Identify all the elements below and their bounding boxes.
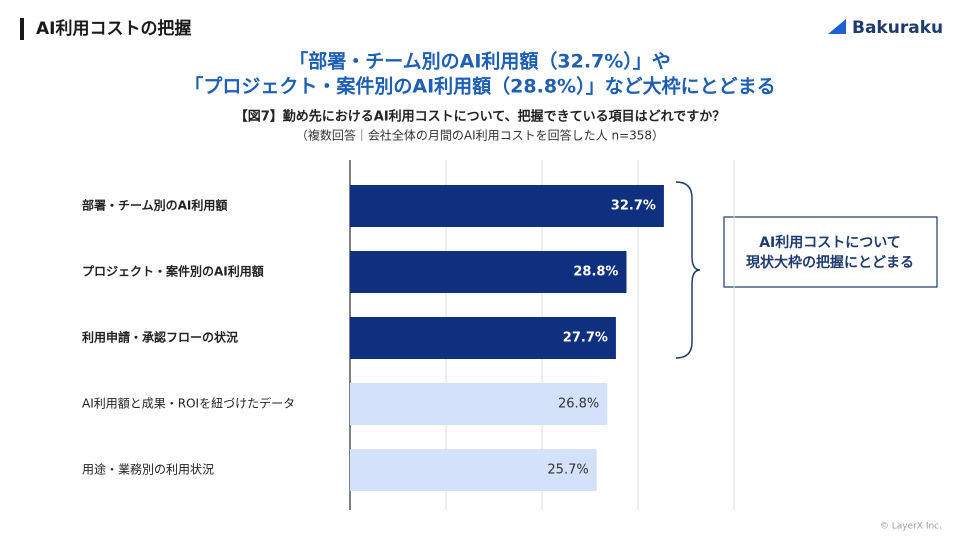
category-label: 利用申請・承認フローの状況 xyxy=(82,330,238,345)
callout-text: 現状大枠の把握にとどまる xyxy=(746,254,914,271)
bar xyxy=(350,251,627,293)
bar xyxy=(350,185,664,227)
copyright: © LayerX Inc. xyxy=(880,522,942,532)
callout-box xyxy=(723,216,938,288)
section-bar xyxy=(20,18,24,40)
logo-icon xyxy=(828,19,846,34)
value-label: 27.7% xyxy=(563,331,608,346)
plot: 部署・チーム別のAI利用額 32.7% プロジェクト・案件別のAI利用額 28.8% 利… xyxy=(82,160,735,510)
chart-subtitle: （複数回答｜会社全体の月間のAI利用コストを回答した人 n=358） xyxy=(296,128,664,143)
headline: 「部署・チーム別のAI利用額（32.7%）」や xyxy=(289,50,671,73)
category-label: 用途・業務別の利用状況 xyxy=(82,462,214,477)
category-label: 部署・チーム別のAI利用額 xyxy=(82,198,227,213)
headline: 「プロジェクト・案件別のAI利用額（28.8%）」など大枠にとどまる xyxy=(184,75,775,98)
bar xyxy=(350,383,608,425)
value-label: 32.7% xyxy=(611,199,656,214)
value-label: 25.7% xyxy=(547,463,588,478)
bar xyxy=(350,449,597,491)
category-label: AI利用額と成果・ROIを紐づけたデータ xyxy=(82,396,295,411)
section-title: AI利用コストの把握 xyxy=(36,18,191,39)
chart-title: 【図7】勤め先におけるAI利用コストについて、把握できている項目はどれですか？ xyxy=(235,109,726,125)
logo: Bakuraku xyxy=(852,18,943,38)
value-label: 26.8% xyxy=(558,397,599,412)
category-label: プロジェクト・案件別のAI利用額 xyxy=(82,264,264,279)
value-label: 28.8% xyxy=(573,265,618,280)
callout-bracket xyxy=(675,181,701,359)
bar xyxy=(350,317,616,359)
callout-text: AI利用コストについて xyxy=(759,234,901,251)
